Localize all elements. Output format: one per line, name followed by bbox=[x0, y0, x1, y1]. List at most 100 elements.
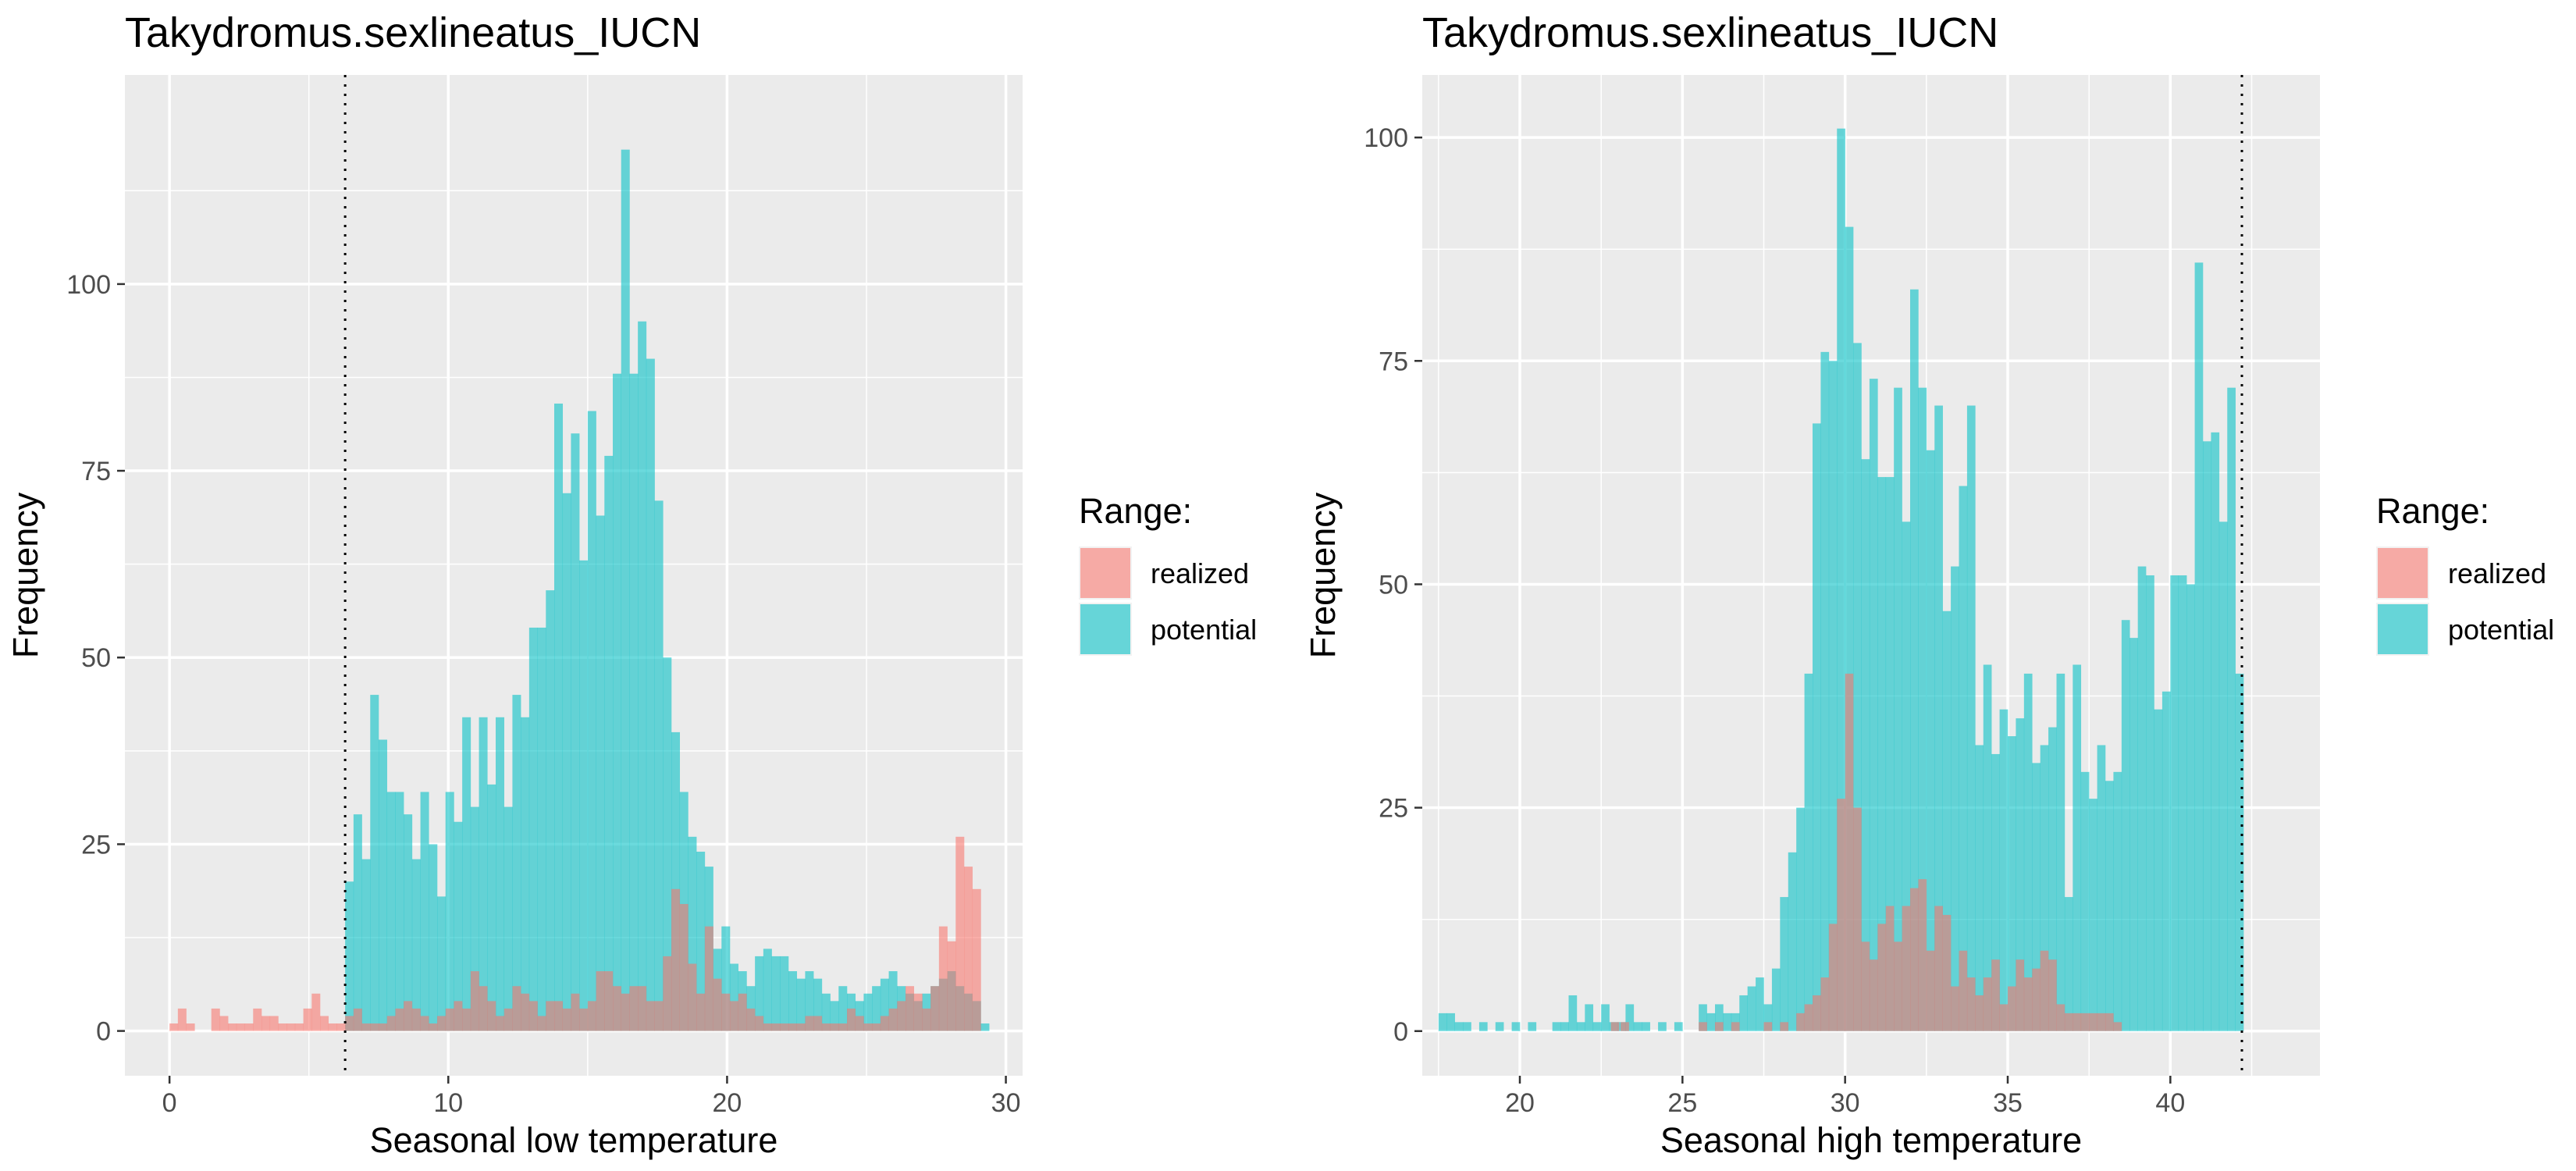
bar-potential bbox=[1699, 1004, 1707, 1031]
bar-realized bbox=[236, 1023, 245, 1031]
bar-realized bbox=[1918, 879, 1927, 1031]
bar-realized bbox=[906, 986, 915, 1031]
bar-potential bbox=[370, 695, 379, 1031]
bar-realized bbox=[621, 993, 630, 1031]
bar-potential bbox=[671, 731, 681, 1031]
bar-potential bbox=[1446, 1013, 1455, 1031]
bar-realized bbox=[1828, 924, 1838, 1031]
bar-realized bbox=[278, 1023, 287, 1031]
bar-potential bbox=[562, 493, 571, 1031]
bar-potential bbox=[638, 321, 647, 1031]
bar-realized bbox=[353, 1008, 362, 1031]
bar-potential bbox=[537, 627, 546, 1031]
x-tick-label: 30 bbox=[1831, 1088, 1860, 1118]
bar-potential bbox=[386, 792, 396, 1031]
bar-potential bbox=[1877, 477, 1887, 1031]
bar-realized bbox=[503, 1008, 513, 1031]
bar-potential bbox=[1739, 995, 1748, 1031]
bar-realized bbox=[211, 1008, 220, 1031]
y-tick-label: 75 bbox=[81, 457, 111, 486]
bar-realized bbox=[730, 1001, 739, 1031]
bar-realized bbox=[813, 1016, 823, 1031]
y-axis-title: Frequency bbox=[1303, 492, 1343, 658]
bar-realized bbox=[1699, 1022, 1707, 1031]
bar-realized bbox=[746, 1008, 756, 1031]
bar-potential bbox=[1763, 1004, 1773, 1031]
y-tick-label: 0 bbox=[96, 1017, 111, 1047]
bar-realized bbox=[1902, 906, 1911, 1031]
bar-realized bbox=[1621, 1022, 1629, 1031]
bar-potential bbox=[1780, 897, 1789, 1031]
bar-realized bbox=[554, 1001, 564, 1031]
bar-realized bbox=[788, 1023, 798, 1031]
bar-realized bbox=[796, 1023, 806, 1031]
bar-potential bbox=[1552, 1022, 1561, 1031]
bar-potential bbox=[830, 1001, 839, 1031]
bar-potential bbox=[863, 993, 873, 1031]
bar-potential bbox=[813, 978, 823, 1031]
bar-realized bbox=[1869, 959, 1878, 1031]
series-realized bbox=[1610, 673, 2122, 1031]
bar-potential bbox=[1747, 986, 1756, 1031]
bar-potential bbox=[755, 956, 764, 1031]
bar-realized bbox=[345, 1016, 354, 1031]
bar-potential bbox=[1625, 1004, 1635, 1031]
legend-label-potential: potential bbox=[2448, 614, 2554, 646]
bar-potential bbox=[621, 149, 630, 1031]
bar-potential bbox=[1869, 379, 1878, 1031]
bar-potential bbox=[404, 814, 413, 1031]
bar-potential bbox=[1910, 289, 1919, 1031]
bar-realized bbox=[1959, 950, 1968, 1031]
bar-potential bbox=[1999, 709, 2008, 1031]
bar-realized bbox=[571, 993, 580, 1031]
bar-potential bbox=[2235, 673, 2244, 1031]
bar-realized bbox=[922, 1008, 931, 1031]
bar-realized bbox=[654, 1001, 664, 1031]
bar-potential bbox=[420, 792, 429, 1031]
bar-realized bbox=[429, 1023, 438, 1031]
bar-realized bbox=[913, 993, 923, 1031]
bar-potential bbox=[429, 844, 438, 1031]
bar-potential bbox=[345, 881, 354, 1031]
bar-realized bbox=[972, 888, 981, 1031]
bar-realized bbox=[2032, 968, 2041, 1031]
bar-potential bbox=[361, 859, 371, 1031]
bar-realized bbox=[496, 1016, 505, 1031]
bar-potential bbox=[2137, 566, 2147, 1031]
series-potential bbox=[1438, 128, 2244, 1031]
bar-potential bbox=[2008, 736, 2016, 1031]
y-tick-label: 75 bbox=[1379, 347, 1408, 376]
bar-potential bbox=[546, 590, 555, 1031]
bar-realized bbox=[587, 1001, 596, 1031]
bar-realized bbox=[2008, 986, 2016, 1031]
legend: Range: realized potential bbox=[1079, 491, 1257, 656]
bar-potential bbox=[1658, 1022, 1667, 1031]
bar-realized bbox=[1999, 1004, 2008, 1031]
bar-realized bbox=[1715, 1022, 1724, 1031]
bar-realized bbox=[897, 1001, 906, 1031]
bar-potential bbox=[1983, 664, 1992, 1031]
bar-potential bbox=[1853, 343, 1862, 1031]
bar-realized bbox=[562, 1008, 571, 1031]
bar-realized bbox=[663, 956, 672, 1031]
bar-realized bbox=[755, 1016, 764, 1031]
bar-potential bbox=[2161, 691, 2171, 1031]
bar-potential bbox=[445, 792, 454, 1031]
bar-realized bbox=[738, 993, 747, 1031]
bar-realized bbox=[445, 1008, 454, 1031]
x-tick-label: 35 bbox=[1993, 1088, 2023, 1118]
bar-potential bbox=[788, 971, 798, 1031]
bar-potential bbox=[587, 411, 596, 1031]
x-tick-label: 10 bbox=[433, 1088, 463, 1118]
series-potential bbox=[345, 149, 990, 1031]
bar-realized bbox=[688, 963, 697, 1031]
bar-potential bbox=[1633, 1022, 1642, 1031]
bar-realized bbox=[462, 1008, 471, 1031]
x-tick-label: 40 bbox=[2155, 1088, 2185, 1118]
bar-potential bbox=[1568, 995, 1578, 1031]
bar-potential bbox=[1951, 566, 1959, 1031]
bar-potential bbox=[2097, 745, 2106, 1031]
bar-realized bbox=[294, 1023, 304, 1031]
y-tick-label: 100 bbox=[66, 270, 111, 300]
